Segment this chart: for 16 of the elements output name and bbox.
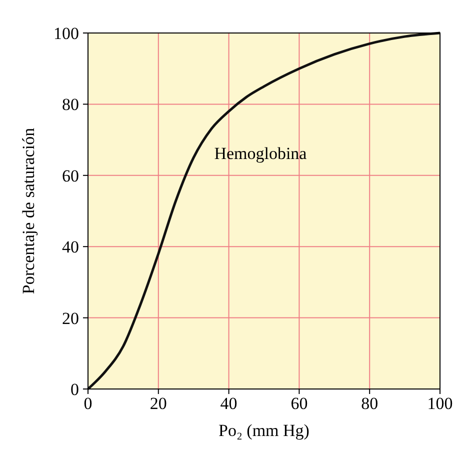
- y-tick-label: 100: [54, 24, 79, 43]
- x-tick-label: 100: [427, 394, 453, 413]
- y-tick-label: 20: [62, 308, 79, 328]
- line-series: [86, 32, 442, 390]
- series-label: Hemoglobina: [214, 144, 308, 164]
- y-tick-label: 80: [62, 95, 79, 114]
- y-tick-label: 60: [62, 166, 79, 186]
- x-axis-title: Po₂ (mm Hg): [218, 421, 310, 440]
- x-tick-label: 60: [290, 394, 308, 413]
- y-axis-title: Porcentaje de saturación: [19, 127, 38, 294]
- x-tick-label: 20: [150, 394, 167, 413]
- y-tick-label: 40: [62, 238, 79, 257]
- y-tick-label: 0: [70, 380, 79, 399]
- x-tick-label: 0: [84, 394, 92, 413]
- x-tick-label: 40: [220, 394, 238, 413]
- x-tick-label: 80: [361, 394, 378, 413]
